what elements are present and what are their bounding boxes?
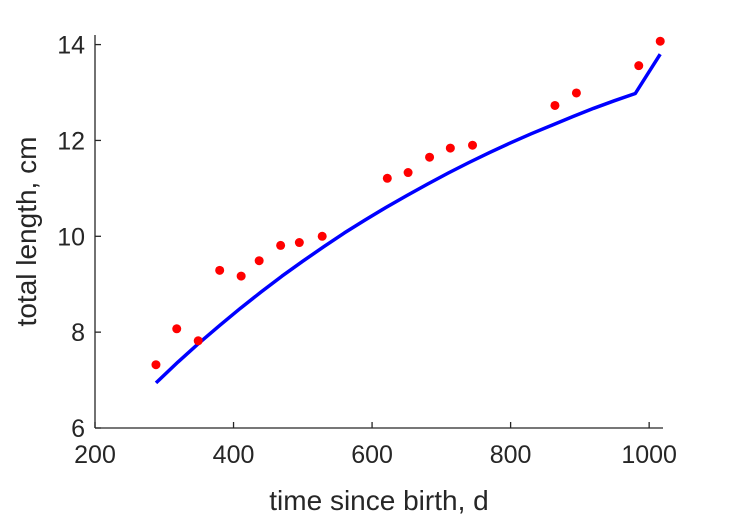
series-layer [151,36,665,385]
y-tick-label: 12 [57,127,85,155]
data-point [571,88,581,98]
data-point [151,360,161,370]
x-tick-label: 200 [74,441,116,469]
y-tick-label: 8 [71,319,85,347]
data-point [276,240,286,250]
axes [94,35,663,429]
data-point [254,256,264,266]
data-point [425,152,435,162]
data-point [403,168,413,178]
y-tick-label: 10 [57,223,85,251]
data-point [468,140,478,150]
data-point [193,336,203,346]
y-tick-label: 14 [57,32,85,60]
data-point [382,173,392,183]
data-point [445,143,455,153]
data-point [655,36,665,46]
x-axis-label: time since birth, d [269,485,488,516]
data-point [294,238,304,248]
x-tick-label: 600 [351,441,393,469]
y-axis-label: total length, cm [11,137,42,327]
y-ticks: 6 8 10 12 14 [57,32,101,443]
data-point [634,61,644,71]
x-tick-label: 1000 [621,441,677,469]
data-point [317,231,327,241]
x-ticks: 200 400 600 800 1000 [74,422,677,469]
x-tick-label: 800 [490,441,532,469]
data-point [550,100,560,110]
x-tick-label: 400 [213,441,255,469]
data-point [215,265,225,275]
data-point [172,324,182,334]
y-tick-label: 6 [71,415,85,443]
data-point [236,271,246,281]
fit-curve [154,53,662,385]
